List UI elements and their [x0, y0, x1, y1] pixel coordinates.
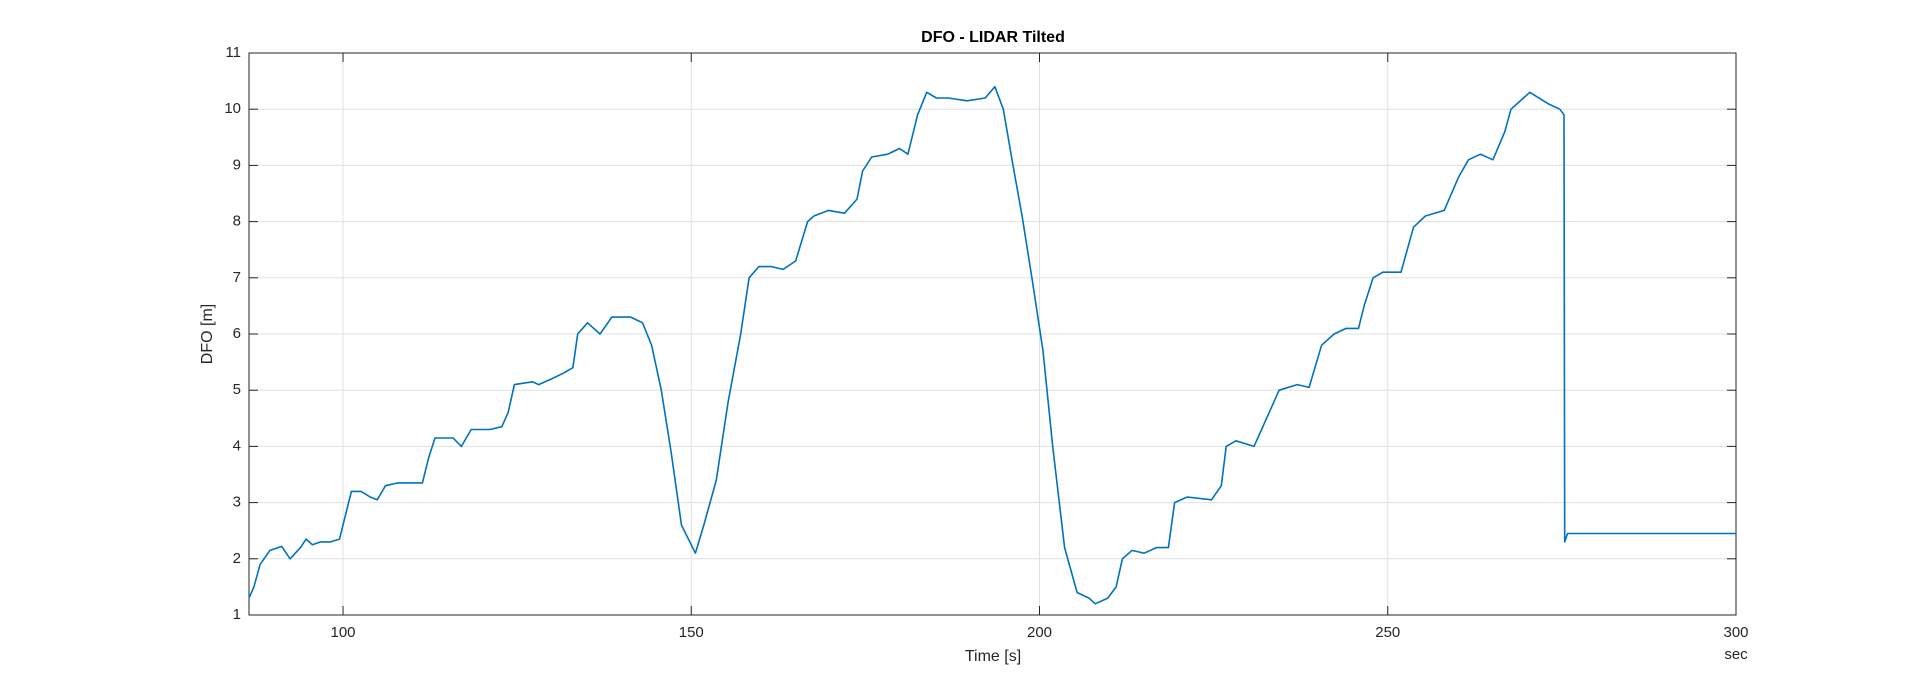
y-tick-label: 2 — [233, 550, 241, 567]
x-tick-label: 300 — [1723, 624, 1748, 641]
y-tick-label: 6 — [233, 325, 241, 342]
y-tick-label: 5 — [233, 381, 241, 398]
y-tick-label: 3 — [233, 494, 241, 511]
y-tick-label: 11 — [225, 44, 241, 61]
x-tick-label: 150 — [679, 624, 704, 641]
y-axis-label: DFO [m] — [199, 304, 216, 364]
chart-title: DFO - LIDAR Tilted — [921, 29, 1065, 46]
x-tick-label: 200 — [1027, 624, 1052, 641]
y-tick-label: 7 — [233, 269, 241, 286]
x-tick-label: 250 — [1375, 624, 1400, 641]
x-axis-label: Time [s] — [965, 648, 1021, 665]
x-tick-label: 100 — [331, 624, 356, 641]
y-tick-label: 8 — [233, 213, 241, 230]
x-unit-label: sec — [1724, 646, 1748, 663]
y-tick-label: 9 — [233, 156, 241, 173]
y-tick-label: 10 — [224, 100, 241, 117]
y-tick-label: 4 — [233, 437, 241, 454]
data-line — [248, 85, 1736, 605]
y-tick-label: 1 — [233, 606, 241, 623]
plot-frame — [248, 52, 1737, 616]
